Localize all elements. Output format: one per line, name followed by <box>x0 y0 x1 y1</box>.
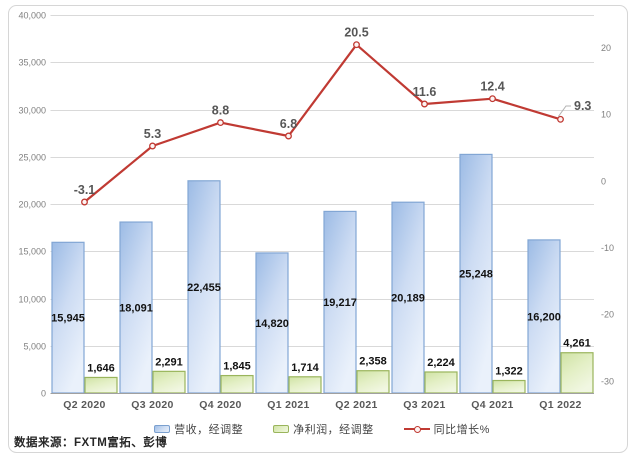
growth-point-label-3: 6.8 <box>280 117 297 131</box>
net-profit-bar-label-3: 1,714 <box>291 362 319 374</box>
growth-line-marker-7 <box>557 115 564 123</box>
legend-label-growth: 同比增长% <box>433 424 490 436</box>
net-profit-bar-6 <box>492 379 526 394</box>
net-profit-bar-1 <box>152 370 186 394</box>
net-profit-bar-5 <box>424 371 458 394</box>
revenue-bar-label-6: 25,248 <box>459 269 493 281</box>
net-profit-bar-label-1: 2,291 <box>155 356 183 368</box>
growth-line-marker-0 <box>81 198 88 206</box>
x-axis-category-label: Q1 2021 <box>267 399 309 411</box>
net-profit-bar-label-4: 2,358 <box>359 356 387 368</box>
left-axis-tick-label: 40,000 <box>18 11 46 21</box>
growth-line-marker-2 <box>217 119 224 127</box>
x-axis-category-label: Q4 2020 <box>199 399 241 411</box>
right-axis-tick-label: -30 <box>601 376 614 386</box>
revenue-bar-0 <box>51 241 85 394</box>
right-axis-tick-label: -10 <box>601 243 614 253</box>
x-axis-category-label: Q2 2021 <box>335 399 377 411</box>
right-axis-tick-label: 10 <box>601 110 611 120</box>
net-profit-bar-7 <box>560 352 594 394</box>
revenue-bar-label-5: 20,189 <box>391 293 425 305</box>
net-profit-bar-label-0: 1,646 <box>87 362 115 374</box>
left-axis-tick-label: 0 <box>41 389 46 399</box>
revenue-bar-1 <box>119 221 153 394</box>
revenue-bar-label-2: 22,455 <box>187 282 221 294</box>
growth-point-label-0: -3.1 <box>74 183 96 197</box>
revenue-bar-label-1: 18,091 <box>119 303 153 315</box>
revenue-bar-label-3: 14,820 <box>255 318 289 330</box>
growth-line-marker-4 <box>353 41 360 49</box>
net-profit-bar-3 <box>288 376 322 394</box>
legend-label-net-profit: 净利润，经调整 <box>293 424 374 436</box>
net-profit-bar-2 <box>220 374 254 394</box>
growth-line-marker-3 <box>285 132 292 140</box>
growth-label-leader <box>558 105 571 117</box>
net-profit-bar-0 <box>84 376 118 394</box>
growth-line-marker-6 <box>489 95 496 103</box>
x-axis-category-label: Q3 2020 <box>131 399 173 411</box>
net-profit-bar-label-7: 4,261 <box>563 338 591 350</box>
growth-line <box>83 43 561 203</box>
chart-legend: 营收，经调整 净利润，经调整 同比增长% <box>50 420 594 438</box>
growth-point-label-7: 9.3 <box>574 99 591 113</box>
growth-point-label-2: 8.8 <box>212 104 229 118</box>
left-axis-tick-label: 25,000 <box>18 153 46 163</box>
left-axis-tick-label: 10,000 <box>18 295 46 305</box>
growth-point-label-1: 5.3 <box>144 127 161 141</box>
right-axis-tick-label: 0 <box>601 176 606 186</box>
x-axis-category-label: Q1 2022 <box>539 399 581 411</box>
revenue-bar-6 <box>459 153 493 394</box>
net-profit-bar-label-2: 1,845 <box>223 361 251 373</box>
left-axis-tick-label: 15,000 <box>18 247 46 257</box>
left-axis-tick-label: 35,000 <box>18 58 46 68</box>
x-axis-category-label: Q2 2020 <box>63 399 105 411</box>
growth-point-label-4: 20.5 <box>344 26 368 40</box>
left-axis-tick-label: 20,000 <box>18 200 46 210</box>
revenue-swatch-icon <box>154 425 171 433</box>
revenue-bar-3 <box>255 252 289 394</box>
net-profit-bar-label-5: 2,224 <box>427 357 455 369</box>
revenue-bar-label-4: 19,217 <box>323 297 357 309</box>
growth-point-label-5: 11.6 <box>413 85 437 99</box>
legend-item-revenue: 营收，经调整 <box>154 421 243 437</box>
left-axis-tick-label: 5,000 <box>23 342 46 352</box>
legend-label-revenue: 营收，经调整 <box>174 424 244 436</box>
net-profit-bar-label-6: 1,322 <box>495 366 523 378</box>
revenue-bar-label-7: 16,200 <box>527 311 561 323</box>
growth-line-marker-1 <box>149 142 156 150</box>
growth-point-label-6: 12.4 <box>480 80 504 94</box>
x-axis-category-label: Q4 2021 <box>471 399 513 411</box>
revenue-bar-7 <box>527 239 561 394</box>
net-profit-swatch-icon <box>273 425 290 433</box>
growth-line-marker-icon <box>413 425 421 433</box>
growth-line-icon <box>403 425 430 434</box>
legend-item-net-profit: 净利润，经调整 <box>273 421 374 437</box>
growth-line-marker-5 <box>421 100 428 108</box>
revenue-bar-label-0: 15,945 <box>51 313 85 325</box>
right-axis-tick-label: -20 <box>601 310 614 320</box>
net-profit-bar-4 <box>356 370 390 394</box>
source-note: 数据来源：FXTM富拓、彭博 <box>14 437 168 449</box>
legend-item-growth: 同比增长% <box>403 421 490 437</box>
left-axis-tick-label: 30,000 <box>18 106 46 116</box>
x-axis-category-label: Q3 2021 <box>403 399 445 411</box>
right-axis-tick-label: 20 <box>601 43 611 53</box>
